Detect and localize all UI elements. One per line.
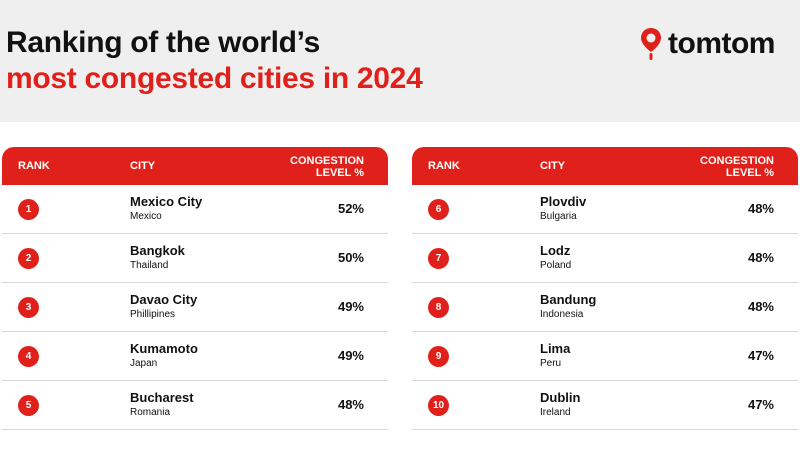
city-name: Lodz (540, 243, 571, 258)
rank-badge: 7 (428, 248, 449, 269)
rank-column-header: RANK (18, 160, 50, 172)
header-banner: Ranking of the world’s most congested ci… (0, 0, 800, 122)
page-title-line2: most congested cities in 2024 (6, 62, 423, 95)
city-column-header: CITY (130, 160, 156, 172)
country-name: Phillipines (130, 309, 176, 320)
table-row: 4 Kumamoto Japan 49% (2, 332, 388, 381)
city-name: Kumamoto (130, 341, 198, 356)
table-row: 6 Plovdiv Bulgaria 48% (412, 185, 798, 234)
country-name: Romania (130, 407, 171, 418)
rank-badge: 4 (18, 346, 39, 367)
congestion-header-line1: CONGESTION (700, 155, 774, 167)
table-row: 3 Davao City Phillipines 49% (2, 283, 388, 332)
rank-badge: 3 (18, 297, 39, 318)
country-name: Mexico (130, 211, 162, 222)
city-name: Bangkok (130, 243, 185, 258)
city-column-header: CITY (540, 160, 566, 172)
congestion-level: 48% (337, 397, 364, 412)
page-title-line1: Ranking of the world’s (6, 26, 320, 59)
country-name: Bulgaria (540, 211, 577, 222)
rank-badge: 6 (428, 199, 449, 220)
congestion-header-line1: CONGESTION (290, 155, 364, 167)
congestion-level: 47% (747, 348, 774, 363)
rank-badge: 5 (18, 395, 39, 416)
congestion-level: 50% (337, 250, 364, 265)
rank-badge: 9 (428, 346, 449, 367)
country-name: Poland (540, 260, 572, 271)
city-name: Lima (540, 341, 571, 356)
table-row: 1 Mexico City Mexico 52% (2, 185, 388, 234)
ranking-table-right: RANK CITY CONGESTION LEVEL % 6 Plovdiv B… (412, 147, 798, 430)
city-name: Dublin (540, 390, 581, 405)
country-name: Ireland (540, 407, 571, 418)
congestion-level: 47% (747, 397, 774, 412)
country-name: Peru (540, 358, 562, 369)
table-row: 9 Lima Peru 47% (412, 332, 798, 381)
city-name: Mexico City (130, 194, 203, 209)
congestion-level: 48% (747, 299, 774, 314)
city-name: Plovdiv (540, 194, 587, 209)
table-row: 5 Bucharest Romania 48% (2, 381, 388, 430)
rank-column-header: RANK (428, 160, 460, 172)
table-row: 10 Dublin Ireland 47% (412, 381, 798, 430)
rank-badge: 8 (428, 297, 449, 318)
congestion-level: 48% (747, 201, 774, 216)
city-name: Bucharest (130, 390, 194, 405)
city-name: Davao City (130, 292, 198, 307)
congestion-header-line2: LEVEL % (725, 167, 774, 179)
logo-text: tomtom (668, 27, 775, 60)
location-pin-icon (641, 28, 661, 60)
congestion-column-header: CONGESTION LEVEL % (290, 155, 364, 179)
congestion-level: 52% (337, 201, 364, 216)
country-name: Indonesia (540, 309, 584, 320)
congestion-header-line2: LEVEL % (315, 167, 364, 179)
city-name: Bandung (540, 292, 597, 307)
rank-badge: 2 (18, 248, 39, 269)
table-row: 2 Bangkok Thailand 50% (2, 234, 388, 283)
congestion-column-header: CONGESTION LEVEL % (700, 155, 774, 179)
table-header: RANK CITY CONGESTION LEVEL % (2, 147, 388, 185)
congestion-level: 49% (337, 348, 364, 363)
ranking-table-left: RANK CITY CONGESTION LEVEL % 1 Mexico Ci… (2, 147, 388, 430)
table-header: RANK CITY CONGESTION LEVEL % (412, 147, 798, 185)
congestion-level: 49% (337, 299, 364, 314)
rank-badge: 1 (18, 199, 39, 220)
congestion-level: 48% (747, 250, 774, 265)
table-row: 7 Lodz Poland 48% (412, 234, 798, 283)
country-name: Thailand (130, 260, 169, 271)
table-row: 8 Bandung Indonesia 48% (412, 283, 798, 332)
rank-badge: 10 (428, 395, 449, 416)
country-name: Japan (130, 358, 158, 369)
tomtom-logo: tomtom (640, 26, 775, 62)
